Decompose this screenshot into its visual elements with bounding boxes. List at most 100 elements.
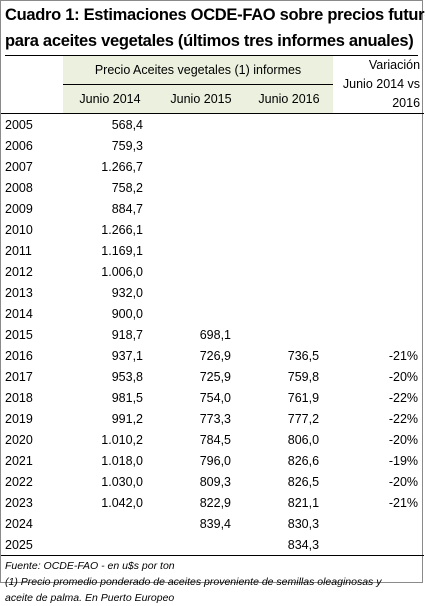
table-row: 2017 953,8 725,9 759,8 -20%: [1, 366, 424, 387]
junio-2015-cell: [157, 303, 245, 324]
junio-2014-cell: 568,4: [111, 117, 143, 132]
variation-cell: [333, 156, 424, 177]
variation-cell: [333, 282, 424, 303]
junio-2016-cell: 761,9: [287, 390, 320, 405]
junio-2015-cell: 839,4: [199, 516, 231, 531]
year-cell: 2016: [5, 348, 33, 363]
year-cell: 2017: [5, 369, 33, 384]
footer-note-line-1: (1) Precio promedio ponderado de aceites…: [5, 576, 382, 588]
junio-2016-cell: [245, 324, 333, 345]
year-cell: 2015: [5, 327, 33, 342]
year-cell: 2020: [5, 432, 33, 447]
junio-2014-cell: 991,2: [111, 411, 143, 426]
junio-2016-cell: [245, 114, 333, 136]
junio-2015-cell: 822,9: [199, 495, 231, 510]
table-row: 2022 1.030,0 809,3 826,5 -20%: [1, 471, 424, 492]
junio-2016-cell: 777,2: [287, 411, 320, 426]
table-footer: Fuente: OCDE-FAO - en u$s por ton (1) Pr…: [1, 556, 422, 606]
junio-2015-cell: [157, 114, 245, 136]
junio-2016-cell: 821,1: [287, 495, 320, 510]
junio-2016-cell: [245, 282, 333, 303]
table-row: 2011 1.169,1: [1, 240, 424, 261]
junio-2016-cell: [245, 240, 333, 261]
variation-header-line-1: Variación: [368, 58, 421, 72]
title-line-1: Cuadro 1: Estimaciones OCDE-FAO sobre pr…: [5, 6, 425, 24]
year-cell: 2018: [5, 390, 33, 405]
junio-2015-cell: 796,0: [199, 453, 231, 468]
variation-cell: -19%: [388, 453, 419, 468]
junio-2014-cell: 1.030,0: [101, 474, 143, 489]
year-cell: 2025: [1, 534, 63, 556]
variation-cell: [333, 240, 424, 261]
junio-2015-cell: 773,3: [199, 411, 231, 426]
junio-2014-cell: 981,5: [111, 390, 143, 405]
junio-2015-cell: [157, 135, 245, 156]
year-cell: 2011: [5, 243, 32, 258]
junio-2014-cell: 1.266,1: [101, 222, 143, 237]
variation-header-line-3: 2016: [392, 96, 421, 110]
junio-2014-cell: 1.266,7: [101, 159, 143, 174]
junio-2014-cell: [63, 513, 157, 534]
junio-2016-cell: [245, 135, 333, 156]
year-cell: 2010: [5, 222, 33, 237]
junio-2015-cell: 698,1: [199, 327, 231, 342]
junio-2015-cell: [157, 156, 245, 177]
column-header-junio-2016: Junio 2016: [245, 84, 334, 115]
junio-2015-cell: 754,0: [199, 390, 231, 405]
table-row: 2010 1.266,1: [1, 219, 424, 240]
year-cell: 2022: [5, 474, 33, 489]
junio-2015-cell: 726,9: [199, 348, 231, 363]
year-cell: 2009: [5, 201, 33, 216]
variation-cell: [333, 198, 424, 219]
table-row: 2018 981,5 754,0 761,9 -22%: [1, 387, 424, 408]
junio-2015-cell: [157, 219, 245, 240]
table-row: 2015 918,7 698,1: [1, 324, 424, 345]
junio-2014-cell: 1.018,0: [101, 453, 143, 468]
variation-cell: -21%: [388, 348, 419, 363]
junio-2016-cell: [245, 219, 333, 240]
junio-2015-cell: [157, 198, 245, 219]
junio-2016-cell: 834,3: [245, 534, 334, 556]
table-row: 2013 932,0: [1, 282, 424, 303]
table-row: 2008 758,2: [1, 177, 424, 198]
year-cell: 2012: [5, 264, 33, 279]
junio-2015-cell: [157, 177, 245, 198]
junio-2015-cell: 725,9: [199, 369, 231, 384]
variation-cell: [333, 513, 424, 534]
junio-2015-cell: [157, 261, 245, 282]
junio-2014-cell: 758,2: [111, 180, 143, 195]
table-row: 2021 1.018,0 796,0 826,6 -19%: [1, 450, 424, 471]
year-cell: 2023: [5, 495, 33, 510]
variation-cell: [333, 303, 424, 324]
table-row: 2014 900,0: [1, 303, 424, 324]
junio-2016-cell: [245, 198, 333, 219]
group-header: Precio Aceites vegetales (1) informes: [63, 56, 334, 85]
junio-2016-cell: 826,6: [287, 453, 320, 468]
junio-2014-cell: 953,8: [111, 369, 143, 384]
column-header-junio-2015: Junio 2015: [157, 84, 245, 115]
table-row: 2009 884,7: [1, 198, 424, 219]
junio-2016-cell: [245, 156, 333, 177]
junio-2014-cell: 884,7: [111, 201, 143, 216]
year-cell: 2019: [5, 411, 33, 426]
table-row: 2023 1.042,0 822,9 821,1 -21%: [1, 492, 424, 513]
variation-cell: -20%: [388, 432, 419, 447]
table-row: 2005 568,4: [1, 114, 424, 136]
variation-cell: [333, 534, 425, 556]
junio-2016-cell: [245, 261, 333, 282]
variation-cell: [333, 135, 424, 156]
junio-2015-cell: [157, 534, 245, 556]
junio-2016-cell: [245, 177, 333, 198]
junio-2014-cell: 1.006,0: [101, 264, 143, 279]
junio-2016-cell: [245, 303, 333, 324]
year-cell: 2013: [5, 285, 33, 300]
table-row: 2007 1.266,7: [1, 156, 424, 177]
year-cell: 2008: [5, 180, 33, 195]
variation-cell: -21%: [388, 495, 419, 510]
junio-2014-cell: 918,7: [111, 327, 143, 342]
year-cell: 2021: [5, 453, 33, 468]
junio-2014-cell: 937,1: [111, 348, 143, 363]
junio-2015-cell: 809,3: [199, 474, 231, 489]
table-row: 2006 759,3: [1, 135, 424, 156]
